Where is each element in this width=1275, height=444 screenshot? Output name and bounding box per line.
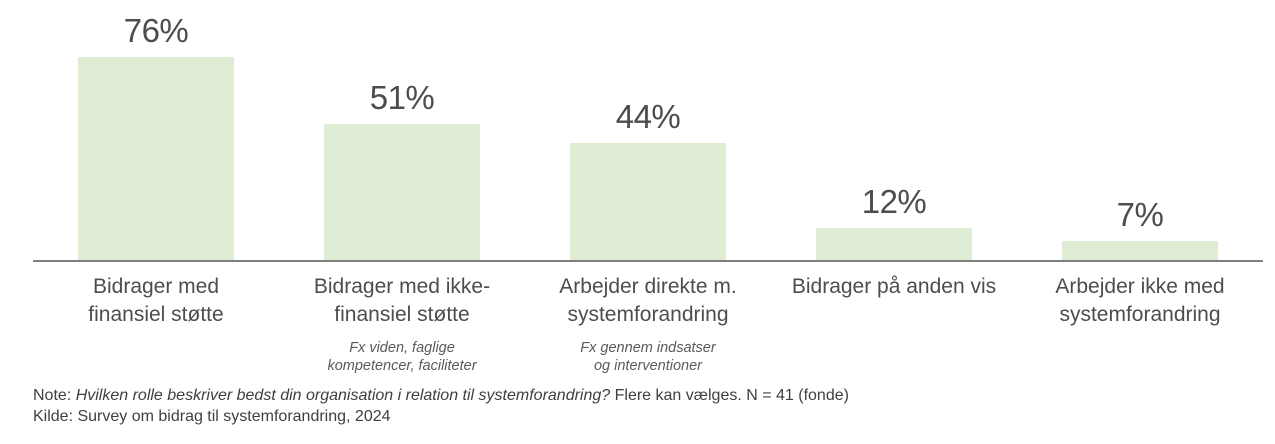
chart-footer: Note: Hvilken rolle beskriver bedst din … <box>33 385 849 427</box>
category-label-line: finansiel støtte <box>88 303 224 326</box>
bar-value-label: 12% <box>861 183 927 220</box>
category-label-group: Bidrager med finansiel støtte <box>33 273 279 375</box>
bar-value-label: 44% <box>615 98 681 135</box>
bar-column: 7% <box>1017 0 1263 260</box>
bar-column: 51% <box>279 0 525 260</box>
category-label-line: Arbejder ikke med <box>1055 275 1225 298</box>
category-label: Bidrager på anden vis <box>771 273 1017 301</box>
category-label-line: finansiel støtte <box>334 303 470 326</box>
category-label-line: Bidrager på anden vis <box>791 275 997 298</box>
bar-column: 76% <box>33 0 279 260</box>
bar-value-label: 76% <box>123 12 189 49</box>
bar <box>816 228 972 260</box>
plot-area: 76% 51% 44% 12% 7% <box>33 0 1263 260</box>
x-axis-line <box>33 260 1263 262</box>
bar-value-label: 51% <box>369 79 435 116</box>
category-label: Arbejder ikke med systemforandring <box>1017 273 1263 329</box>
bar-column: 44% <box>525 0 771 260</box>
category-label-group: Arbejder direkte m. systemforandring Fx … <box>525 273 771 375</box>
category-label: Bidrager med ikke- finansiel støtte <box>279 273 525 329</box>
category-sublabel-line: Fx viden, faglige <box>349 340 455 356</box>
category-label: Arbejder direkte m. systemforandring <box>525 273 771 329</box>
bar <box>1062 241 1218 260</box>
bar-column: 12% <box>771 0 1017 260</box>
category-labels-row: Bidrager med finansiel støtte Bidrager m… <box>33 273 1263 375</box>
note-text: Note: Hvilken rolle beskriver bedst din … <box>33 385 849 406</box>
bar-value-label: 7% <box>1116 196 1164 233</box>
category-label-group: Bidrager på anden vis <box>771 273 1017 375</box>
source-text: Kilde: Survey om bidrag til systemforand… <box>33 408 391 425</box>
category-label-line: Bidrager med <box>92 275 220 298</box>
category-sublabel-line: kompetencer, faciliteter <box>327 358 477 374</box>
bar <box>78 57 234 260</box>
note-prefix: Note: <box>33 387 76 404</box>
note-question: Hvilken rolle beskriver bedst din organi… <box>75 387 611 404</box>
category-sublabel: Fx viden, faglige kompetencer, facilitet… <box>279 339 525 375</box>
category-label-line: Arbejder direkte m. <box>559 275 737 298</box>
category-sublabel-line: og interventioner <box>593 358 702 374</box>
bar <box>570 143 726 260</box>
category-label-group: Bidrager med ikke- finansiel støtte Fx v… <box>279 273 525 375</box>
category-label-line: systemforandring <box>1059 303 1221 326</box>
category-sublabel-line: Fx gennem indsatser <box>580 340 716 356</box>
category-label-line: Bidrager med ikke- <box>313 275 491 298</box>
category-label-group: Arbejder ikke med systemforandring <box>1017 273 1263 375</box>
note-rest: Flere kan vælges. N = 41 (fonde) <box>610 387 849 404</box>
category-label: Bidrager med finansiel støtte <box>33 273 279 329</box>
bar <box>324 124 480 260</box>
category-label-line: systemforandring <box>567 303 729 326</box>
category-sublabel: Fx gennem indsatser og interventioner <box>525 339 771 375</box>
